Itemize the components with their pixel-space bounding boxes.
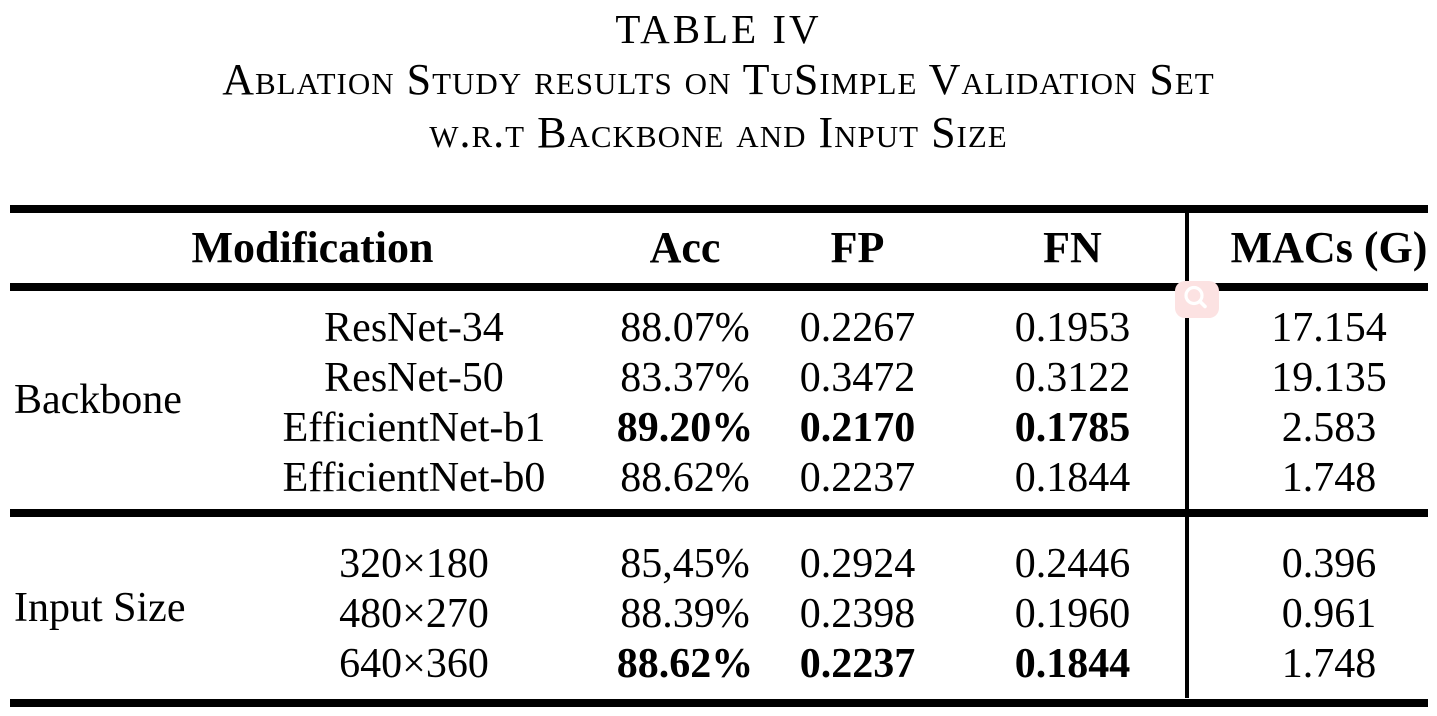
cell-macs: 19.135 xyxy=(1271,355,1387,401)
cell-fp-best: 0.2170 xyxy=(799,405,916,451)
column-header-acc: Acc xyxy=(649,223,721,272)
cell-acc: 88.07% xyxy=(620,305,750,351)
group-label-input-size: Input Size xyxy=(14,585,186,631)
cell-fp-best: 0.2237 xyxy=(799,641,916,687)
column-divider xyxy=(1185,213,1189,698)
cell-macs: 1.748 xyxy=(1281,455,1377,501)
cell-acc-best: 88.62% xyxy=(616,641,754,687)
cell-fn: 0.1844 xyxy=(1014,455,1131,501)
cell-modification: 640×360 xyxy=(339,641,489,687)
cell-fp: 0.2398 xyxy=(799,591,916,637)
table-caption-line2: w.r.t Backbone and Input Size xyxy=(429,108,1008,157)
cell-macs: 2.583 xyxy=(1281,405,1377,451)
cell-fp: 0.2924 xyxy=(799,541,916,587)
cell-fn-best: 0.1844 xyxy=(1014,641,1131,687)
header-rule xyxy=(10,283,1428,291)
cell-acc-best: 89.20% xyxy=(616,405,754,451)
cell-acc: 88.39% xyxy=(620,591,750,637)
cell-fp: 0.3472 xyxy=(799,355,916,401)
cell-macs: 17.154 xyxy=(1271,305,1387,351)
cell-fp: 0.2267 xyxy=(799,305,916,351)
cell-macs: 0.961 xyxy=(1281,591,1377,637)
column-header-macs: MACs (G) xyxy=(1230,223,1428,272)
cell-modification: 480×270 xyxy=(339,591,489,637)
table-title: TABLE IV xyxy=(615,6,822,52)
cell-fn: 0.3122 xyxy=(1014,355,1131,401)
cell-fp: 0.2237 xyxy=(799,455,916,501)
group-label-backbone: Backbone xyxy=(14,377,182,423)
cell-fn: 0.1953 xyxy=(1014,305,1131,351)
column-header-modification: Modification xyxy=(191,223,434,272)
cell-modification: EfficientNet-b0 xyxy=(282,455,546,501)
cell-fn: 0.1960 xyxy=(1014,591,1131,637)
cell-acc: 88.62% xyxy=(620,455,750,501)
column-header-fn: FN xyxy=(1043,223,1102,272)
section-rule xyxy=(10,509,1428,517)
table-caption-line1: Ablation Study results on TuSimple Valid… xyxy=(222,55,1215,104)
cell-acc: 83.37% xyxy=(620,355,750,401)
ablation-table: Modification Acc FP FN MACs (G) Backbone… xyxy=(10,205,1428,707)
column-header-fp: FP xyxy=(830,223,885,272)
cell-macs: 1.748 xyxy=(1281,641,1377,687)
cell-macs: 0.396 xyxy=(1281,541,1377,587)
magnifier-badge[interactable] xyxy=(1175,281,1219,318)
cell-fn-best: 0.1785 xyxy=(1014,405,1131,451)
cell-modification: ResNet-34 xyxy=(324,305,504,351)
magnifier-icon xyxy=(1184,285,1207,309)
cell-modification: ResNet-50 xyxy=(324,355,504,401)
cell-fn: 0.2446 xyxy=(1014,541,1131,587)
cell-modification: EfficientNet-b1 xyxy=(282,405,546,451)
cell-acc: 85,45% xyxy=(620,541,750,587)
bottom-rule xyxy=(10,699,1428,707)
top-rule xyxy=(10,205,1428,213)
cell-modification: 320×180 xyxy=(339,541,489,587)
